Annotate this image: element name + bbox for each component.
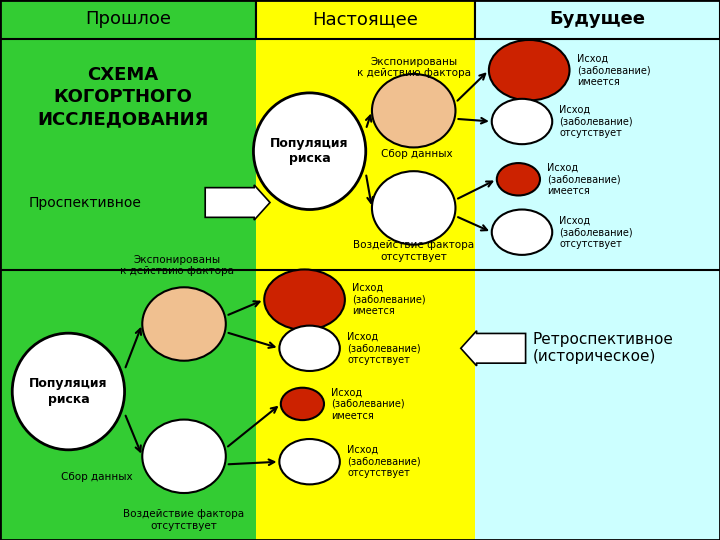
Text: Настоящее: Настоящее bbox=[312, 10, 418, 29]
Bar bbox=[256, 0, 475, 39]
Text: Популяция
риска: Популяция риска bbox=[270, 137, 349, 165]
Ellipse shape bbox=[143, 287, 226, 361]
Text: Исход
(заболевание)
отсутствует: Исход (заболевание) отсутствует bbox=[559, 215, 633, 249]
Text: Сбор данных: Сбор данных bbox=[60, 472, 132, 482]
Ellipse shape bbox=[497, 163, 540, 195]
Ellipse shape bbox=[281, 388, 324, 420]
Ellipse shape bbox=[264, 269, 345, 330]
Ellipse shape bbox=[372, 74, 456, 147]
Text: Экспонированы
к действию фактора: Экспонированы к действию фактора bbox=[120, 255, 234, 276]
Text: Воздействие фактора
отсутствует: Воздействие фактора отсутствует bbox=[123, 509, 245, 531]
Bar bbox=[0, 0, 256, 39]
Ellipse shape bbox=[489, 40, 570, 100]
Text: Проспективное: Проспективное bbox=[29, 195, 142, 210]
Bar bbox=[475, 0, 720, 540]
Text: Исход
(заболевание)
отсутствует: Исход (заболевание) отсутствует bbox=[347, 445, 420, 478]
FancyArrow shape bbox=[461, 330, 526, 366]
Text: Исход
(заболевание)
имеется: Исход (заболевание) имеется bbox=[331, 387, 405, 421]
Text: Прошлое: Прошлое bbox=[85, 10, 171, 29]
Ellipse shape bbox=[279, 439, 340, 484]
Text: Будущее: Будущее bbox=[549, 10, 646, 29]
Ellipse shape bbox=[372, 171, 456, 245]
Text: Исход
(заболевание)
имеется: Исход (заболевание) имеется bbox=[577, 53, 650, 87]
Ellipse shape bbox=[279, 326, 340, 371]
Text: Исход
(заболевание)
отсутствует: Исход (заболевание) отсутствует bbox=[559, 105, 633, 138]
Text: Исход
(заболевание)
имеется: Исход (заболевание) имеется bbox=[352, 283, 426, 316]
Text: Экспонированы
к действию фактора: Экспонированы к действию фактора bbox=[356, 57, 471, 78]
FancyArrow shape bbox=[205, 185, 270, 220]
Ellipse shape bbox=[143, 420, 226, 493]
Text: Популяция
риска: Популяция риска bbox=[29, 377, 108, 406]
Bar bbox=[0, 0, 256, 540]
Bar bbox=[475, 0, 720, 39]
Ellipse shape bbox=[492, 99, 552, 144]
Text: Ретроспективное
(историческое): Ретроспективное (историческое) bbox=[533, 332, 674, 365]
Ellipse shape bbox=[12, 333, 125, 450]
Text: Сбор данных: Сбор данных bbox=[382, 149, 453, 159]
Bar bbox=[256, 0, 475, 540]
Ellipse shape bbox=[492, 210, 552, 255]
Text: Исход
(заболевание)
отсутствует: Исход (заболевание) отсутствует bbox=[347, 332, 420, 365]
Text: Воздействие фактора
отсутствует: Воздействие фактора отсутствует bbox=[353, 240, 474, 262]
Text: СХЕМА
КОГОРТНОГО
ИССЛЕДОВАНИЯ: СХЕМА КОГОРТНОГО ИССЛЕДОВАНИЯ bbox=[37, 66, 208, 129]
Ellipse shape bbox=[253, 93, 366, 210]
Text: Исход
(заболевание)
имеется: Исход (заболевание) имеется bbox=[547, 163, 621, 196]
